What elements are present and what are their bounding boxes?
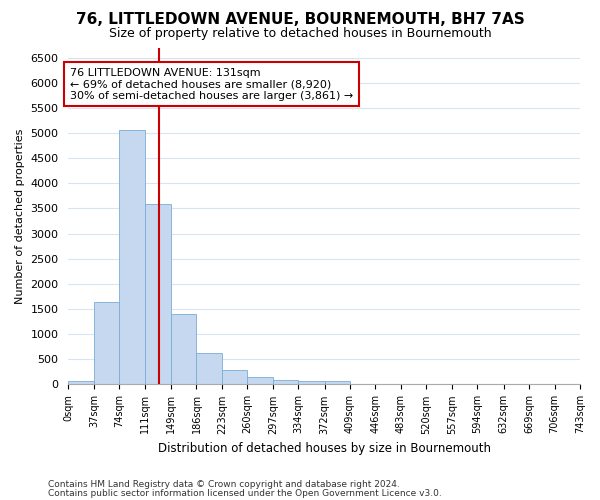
Bar — [171, 314, 196, 384]
Bar — [94, 302, 119, 384]
Text: Size of property relative to detached houses in Bournemouth: Size of property relative to detached ho… — [109, 28, 491, 40]
Bar — [273, 380, 298, 384]
Bar — [68, 380, 94, 384]
Bar — [119, 130, 145, 384]
Text: Contains HM Land Registry data © Crown copyright and database right 2024.: Contains HM Land Registry data © Crown c… — [48, 480, 400, 489]
Y-axis label: Number of detached properties: Number of detached properties — [15, 128, 25, 304]
Text: 76, LITTLEDOWN AVENUE, BOURNEMOUTH, BH7 7AS: 76, LITTLEDOWN AVENUE, BOURNEMOUTH, BH7 … — [76, 12, 524, 28]
Bar — [325, 381, 350, 384]
Bar — [145, 204, 171, 384]
Bar — [222, 370, 247, 384]
Text: Contains public sector information licensed under the Open Government Licence v3: Contains public sector information licen… — [48, 489, 442, 498]
X-axis label: Distribution of detached houses by size in Bournemouth: Distribution of detached houses by size … — [158, 442, 491, 455]
Bar — [196, 354, 222, 384]
Text: 76 LITTLEDOWN AVENUE: 131sqm
← 69% of detached houses are smaller (8,920)
30% of: 76 LITTLEDOWN AVENUE: 131sqm ← 69% of de… — [70, 68, 353, 101]
Bar — [298, 381, 325, 384]
Bar — [247, 378, 273, 384]
